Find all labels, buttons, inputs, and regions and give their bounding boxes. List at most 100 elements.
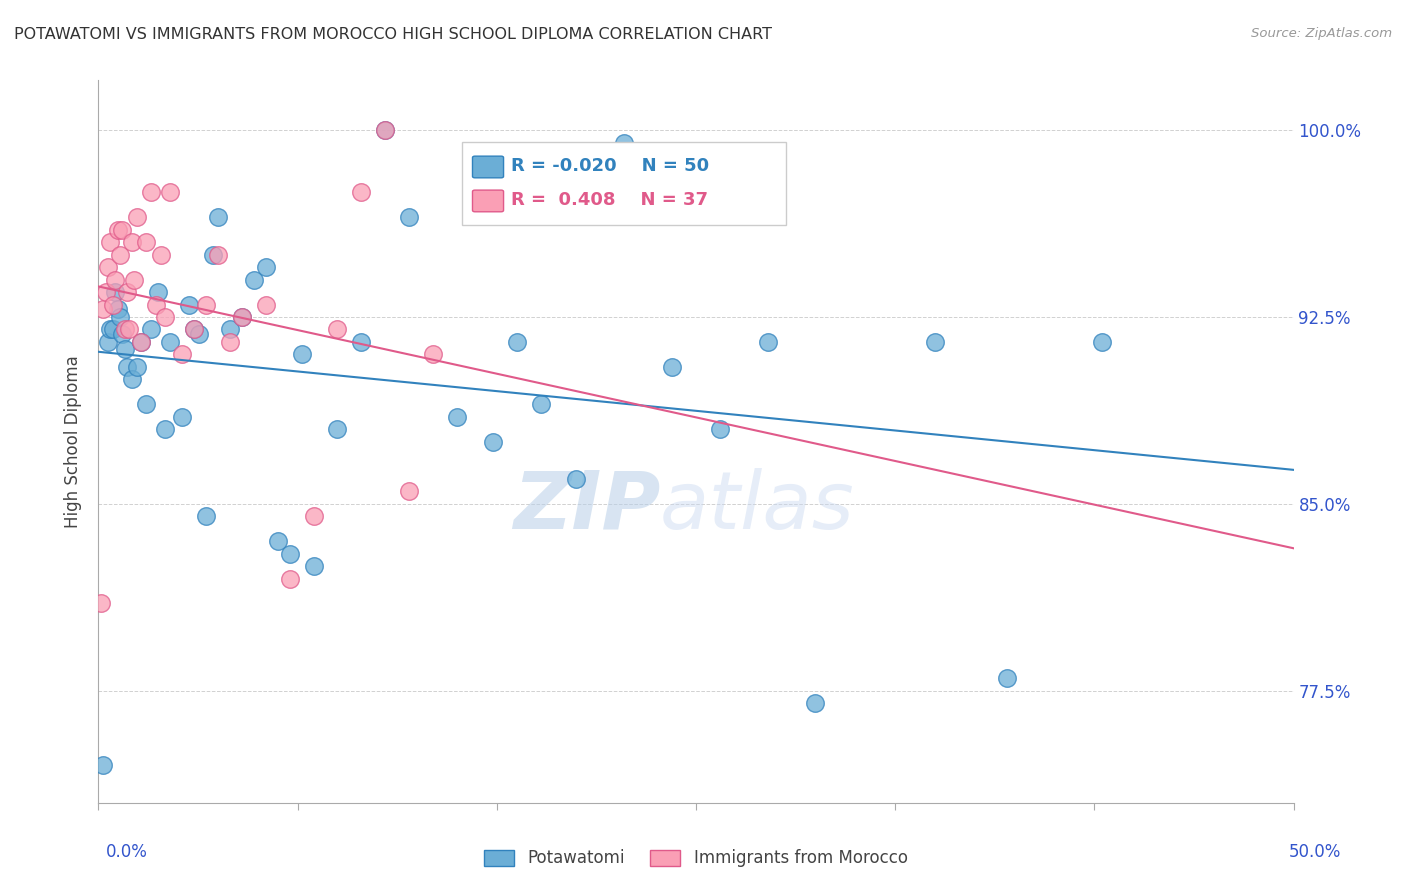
Text: atlas: atlas [661, 467, 855, 546]
Point [422, 347, 444, 361]
Point [107, 302, 129, 317]
Point [179, 297, 201, 311]
Point [530, 397, 553, 411]
Point [115, 359, 138, 374]
Point [207, 211, 229, 225]
Point [374, 123, 396, 137]
Point [135, 397, 157, 411]
Point [108, 248, 131, 262]
Point [302, 509, 325, 524]
Point [398, 484, 420, 499]
Point [115, 285, 138, 299]
FancyBboxPatch shape [472, 190, 503, 211]
Point [254, 297, 277, 311]
Point [131, 334, 153, 349]
Point [278, 572, 301, 586]
Point [148, 285, 170, 299]
Point [481, 434, 505, 449]
Y-axis label: High School Diploma: High School Diploma [65, 355, 83, 528]
Point [149, 248, 172, 262]
Point [924, 334, 946, 349]
FancyBboxPatch shape [472, 156, 503, 178]
Point [111, 327, 134, 342]
Point [302, 559, 325, 574]
Point [114, 343, 136, 357]
Point [97, 334, 120, 349]
Point [183, 322, 205, 336]
Point [121, 372, 143, 386]
Point [195, 297, 218, 311]
Point [97, 260, 120, 274]
Point [804, 696, 827, 710]
Point [374, 123, 396, 137]
Text: ZIP: ZIP [513, 467, 661, 546]
Point [202, 248, 225, 262]
Point [254, 260, 277, 274]
Point [219, 334, 242, 349]
Point [118, 322, 141, 336]
Text: 0.0%: 0.0% [105, 843, 148, 861]
Point [159, 186, 181, 200]
Point [243, 272, 266, 286]
Point [231, 310, 253, 324]
Point [219, 322, 242, 336]
Point [661, 359, 683, 374]
Point [231, 310, 253, 324]
Point [291, 347, 314, 361]
Text: 50.0%: 50.0% [1288, 843, 1341, 861]
Point [172, 347, 194, 361]
Point [91, 758, 114, 772]
Point [131, 334, 153, 349]
Point [187, 327, 209, 342]
Point [139, 322, 162, 336]
Point [98, 322, 122, 336]
Text: Source: ZipAtlas.com: Source: ZipAtlas.com [1251, 27, 1392, 40]
Point [995, 671, 1018, 685]
Point [172, 409, 194, 424]
Point [101, 297, 124, 311]
Point [1091, 334, 1114, 349]
Point [267, 534, 290, 549]
Point [326, 422, 349, 436]
Point [350, 334, 373, 349]
Point [155, 310, 177, 324]
Point [207, 248, 229, 262]
Point [398, 211, 420, 225]
Point [104, 285, 127, 299]
Point [94, 285, 117, 299]
Point [125, 211, 148, 225]
Point [183, 322, 205, 336]
Point [91, 302, 114, 317]
FancyBboxPatch shape [461, 143, 786, 225]
Point [613, 136, 636, 150]
Text: R = -0.020    N = 50: R = -0.020 N = 50 [510, 157, 709, 175]
Point [139, 186, 162, 200]
Text: R =  0.408    N = 37: R = 0.408 N = 37 [510, 191, 707, 210]
Point [709, 422, 731, 436]
Point [90, 597, 112, 611]
Point [104, 272, 127, 286]
Point [125, 359, 148, 374]
Point [108, 310, 131, 324]
Point [114, 322, 136, 336]
Point [98, 235, 122, 250]
Point [350, 186, 373, 200]
Point [107, 223, 129, 237]
Point [111, 223, 134, 237]
Point [326, 322, 349, 336]
Point [155, 422, 177, 436]
Point [506, 334, 529, 349]
Point [565, 472, 588, 486]
Point [121, 235, 143, 250]
Point [278, 547, 301, 561]
Point [101, 322, 124, 336]
Point [446, 409, 468, 424]
Point [195, 509, 218, 524]
Point [756, 334, 779, 349]
Text: POTAWATOMI VS IMMIGRANTS FROM MOROCCO HIGH SCHOOL DIPLOMA CORRELATION CHART: POTAWATOMI VS IMMIGRANTS FROM MOROCCO HI… [14, 27, 772, 42]
Point [135, 235, 157, 250]
Point [145, 297, 167, 311]
Point [159, 334, 181, 349]
Point [124, 272, 146, 286]
Legend: Potawatomi, Immigrants from Morocco: Potawatomi, Immigrants from Morocco [478, 843, 914, 874]
